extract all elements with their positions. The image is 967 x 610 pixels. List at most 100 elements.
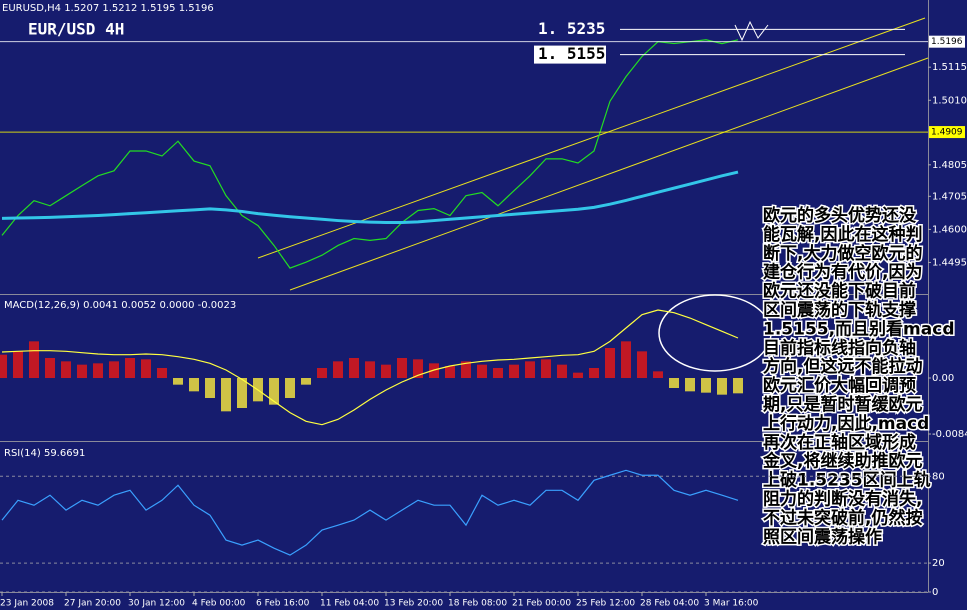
x-tick-label: 13 Feb 20:00 xyxy=(384,599,443,609)
histogram-bar xyxy=(429,363,439,378)
histogram-bar xyxy=(301,378,311,385)
y-tick-label: 80 xyxy=(932,471,945,482)
level-box xyxy=(534,45,606,64)
y-tick-label: 20 xyxy=(932,558,945,569)
histogram-bar xyxy=(285,378,295,398)
commentary-line: 照区间震荡操作 xyxy=(763,526,882,547)
histogram-bar xyxy=(221,378,231,412)
commentary-line: 1.5155,而且别看macd xyxy=(763,318,955,339)
price-box xyxy=(929,126,965,139)
y-tick-label: 1.5010 xyxy=(932,95,967,106)
panel-title: RSI(14) 59.6691 xyxy=(4,448,85,459)
x-tick-label: 11 Feb 04:00 xyxy=(320,599,379,609)
histogram-bar xyxy=(541,359,551,378)
x-tick-label: 23 Jan 2008 xyxy=(0,599,54,609)
series-line xyxy=(1,309,739,426)
series-line xyxy=(1,469,739,556)
chart-header: EURUSD,H4 1.5207 1.5212 1.5195 1.5196 xyxy=(2,3,214,14)
commentary-line: 阻力的判断没有消失, xyxy=(763,489,922,510)
commentary-line: 方向,但这远不能拉动 xyxy=(763,356,922,377)
x-tick-label: 21 Feb 00:00 xyxy=(512,599,571,609)
y-tick-label: 0.00 xyxy=(932,373,954,384)
chart-title: EUR/USD 4H xyxy=(28,20,124,39)
commentary-line: 建仓行为有代价,因为 xyxy=(763,262,922,283)
highlight-circle xyxy=(658,294,772,372)
y-tick-label: 1.5115 xyxy=(932,62,967,73)
histogram-bar xyxy=(637,351,647,378)
y-tick-label: 1.4705 xyxy=(932,191,967,202)
histogram-bar xyxy=(525,361,535,378)
commentary-line: 欧元还没能下破目前 xyxy=(763,281,916,302)
y-tick-label: 1.4805 xyxy=(932,160,967,171)
commentary-line: 区间震荡的下轨支撑 xyxy=(763,300,916,321)
histogram-bar xyxy=(93,363,103,378)
histogram-bar xyxy=(413,359,423,378)
histogram-bar xyxy=(349,358,359,378)
x-tick-label: 25 Feb 12:00 xyxy=(576,599,635,609)
y-tick-label: 1.4495 xyxy=(932,257,967,268)
histogram-bar xyxy=(477,364,487,378)
price-label: 1.5196 xyxy=(931,37,963,47)
histogram-bar xyxy=(333,361,343,378)
histogram-bar xyxy=(589,368,599,378)
commentary-line: 再次在正轴区域形成 xyxy=(763,432,916,453)
histogram-bar xyxy=(77,364,87,378)
channel-lines xyxy=(257,17,929,291)
price-label: 1.4909 xyxy=(931,128,963,138)
histogram-bar xyxy=(733,378,743,394)
commentary-line: 欧元的多头优势还没 xyxy=(763,205,917,226)
commentary-line: 不过未突破前,仍然按 xyxy=(763,507,922,528)
histogram-bar xyxy=(365,361,375,378)
histogram-bar xyxy=(237,378,247,408)
histogram-bar xyxy=(701,378,711,393)
histogram-bar xyxy=(397,358,407,378)
y-tick-label: -0.0084 xyxy=(932,429,967,440)
x-tick-label: 6 Feb 16:00 xyxy=(256,599,310,609)
histogram-bar xyxy=(13,351,23,378)
commentary-line: 能瓦解,因此在这种判 xyxy=(763,224,922,245)
y-tick-label: 1.4600 xyxy=(932,224,967,235)
y-tick-label: 0 xyxy=(932,587,938,598)
x-tick-label: 4 Feb 00:00 xyxy=(192,599,246,609)
histogram-bar xyxy=(141,359,151,378)
histogram-bar xyxy=(173,378,183,385)
x-tick-label: 30 Jan 12:00 xyxy=(128,599,185,609)
commentary-line: 上行动力,因此,macd xyxy=(763,413,929,434)
panel-title: MACD(12,26,9) 0.0041 0.0052 0.0000 -0.00… xyxy=(4,300,236,311)
series-line xyxy=(1,39,739,269)
histogram-bar xyxy=(45,358,55,378)
commentary-line: 上破1.5235区间上轨 xyxy=(763,470,931,491)
histogram-bar xyxy=(445,366,455,378)
histogram-bar xyxy=(621,341,631,378)
x-tick-label: 27 Jan 20:00 xyxy=(64,599,121,609)
histogram-bar xyxy=(109,361,119,378)
histogram-bar xyxy=(125,358,135,378)
histogram-bar xyxy=(557,364,567,378)
price-box xyxy=(929,35,965,48)
x-tick-label: 18 Feb 08:00 xyxy=(448,599,507,609)
histogram-bar xyxy=(669,378,679,388)
histogram-bar xyxy=(605,348,615,378)
histogram-bar xyxy=(685,378,695,392)
histogram-bar xyxy=(29,341,39,378)
histogram-bar xyxy=(381,364,391,378)
series-line xyxy=(1,170,739,224)
level-label: 1. 5235 xyxy=(538,19,605,38)
commentary-line: 金叉,将继续助推欧元 xyxy=(762,451,922,472)
histogram-bar xyxy=(61,361,71,378)
histogram-bar xyxy=(205,378,215,398)
histogram-bar xyxy=(0,354,7,378)
histogram-bar xyxy=(509,364,519,378)
histogram-bar xyxy=(269,378,279,405)
level-label: 1. 5155 xyxy=(538,44,605,63)
x-tick-label: 28 Feb 04:00 xyxy=(640,599,699,609)
histogram-bar xyxy=(573,372,583,378)
histogram-bar xyxy=(157,368,167,378)
histogram-bar xyxy=(717,378,727,395)
forecast-sketch xyxy=(734,20,769,42)
histogram-bar xyxy=(461,361,471,378)
histogram-bar xyxy=(493,368,503,378)
commentary-line: 欧元汇价大幅回调预 xyxy=(763,375,916,396)
